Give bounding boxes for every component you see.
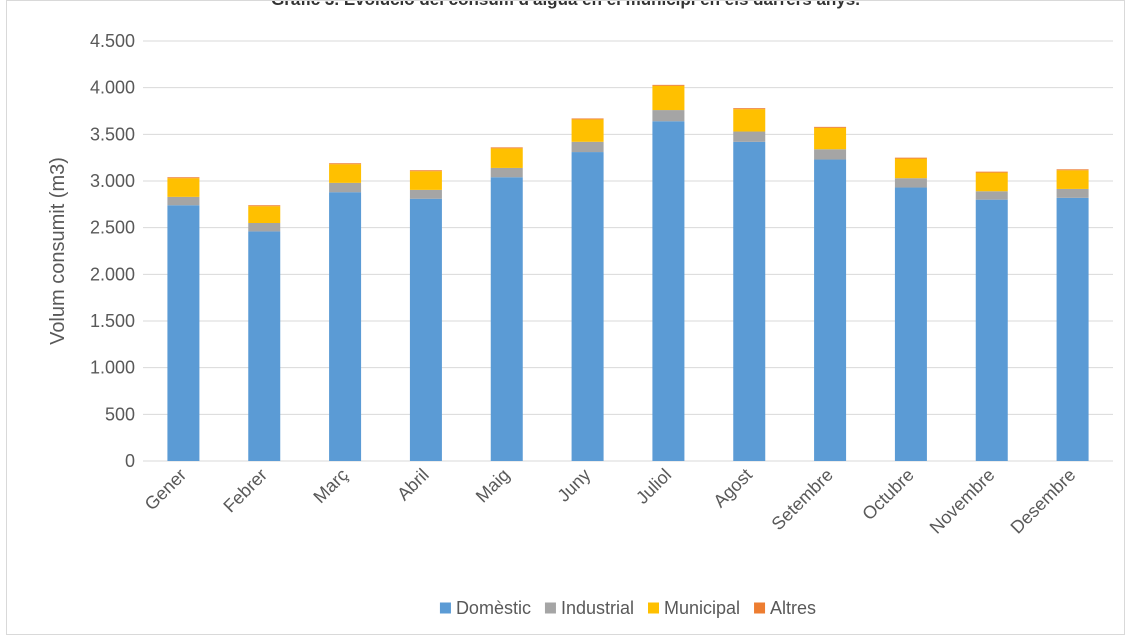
y-tick-label: 1.000 (90, 358, 135, 378)
x-tick-label: Abril (393, 465, 433, 505)
legend-label: Domèstic (456, 598, 531, 618)
bar-segment (814, 126, 847, 128)
x-tick-label: Octubre (858, 465, 917, 524)
bar-segment (329, 163, 362, 165)
bar-segment (894, 157, 927, 159)
y-tick-label: 0 (125, 451, 135, 471)
x-tick-label: Març (309, 465, 351, 507)
bar-segment (894, 187, 927, 462)
bar-segment (814, 127, 847, 150)
y-tick-label: 2.500 (90, 218, 135, 238)
bar-segment (490, 147, 523, 149)
x-tick-label: Febrer (219, 465, 271, 517)
bar-segment (975, 191, 1008, 200)
x-tick-label: Gener (141, 465, 191, 515)
bar-segment (167, 205, 200, 461)
bar-segment (409, 171, 442, 190)
bar-segment (652, 110, 685, 122)
bar-segment (248, 205, 281, 207)
y-tick-label: 4.000 (90, 78, 135, 98)
bar-segment (409, 189, 442, 199)
y-tick-label: 4.500 (90, 31, 135, 51)
bar-segment (894, 178, 927, 188)
bar-segment (248, 231, 281, 461)
bar-segment (1056, 197, 1089, 462)
bar-segment (490, 167, 523, 178)
legend-swatch (439, 602, 451, 614)
legend-swatch (544, 602, 556, 614)
bar-segment (248, 206, 281, 223)
legend-swatch (754, 602, 766, 614)
chart-border (6, 0, 1125, 635)
bar-segment (248, 223, 281, 232)
x-tick-label: Juliol (632, 465, 675, 508)
bar-segment (975, 199, 1008, 461)
bar-segment (571, 141, 604, 153)
x-tick-label: Novembre (926, 465, 999, 538)
chart-title: Gràfic 3. Evolució del consum d'aigua en… (0, 0, 1131, 10)
legend-swatch (648, 602, 659, 614)
bar-segment (1056, 169, 1089, 171)
bar-segment (733, 141, 766, 462)
bar-segment (409, 170, 442, 172)
bar-segment (975, 172, 1008, 192)
y-tick-label: 500 (105, 404, 135, 424)
bar-segment (1056, 170, 1089, 189)
x-tick-label: Desembre (1007, 465, 1080, 538)
bar-segment (167, 177, 200, 179)
bar-segment (409, 198, 442, 461)
bar-segment (329, 164, 362, 183)
bar-segment (1056, 188, 1089, 198)
bar-segment (652, 85, 685, 111)
bar-segment (975, 171, 1008, 173)
legend-label: Municipal (664, 598, 740, 618)
y-tick-label: 1.500 (90, 311, 135, 331)
bar-segment (167, 178, 200, 197)
bar-segment (733, 131, 766, 142)
bar-segment (894, 158, 927, 179)
bar-segment (571, 118, 604, 120)
bar-segment (733, 108, 766, 110)
legend-label: Industrial (561, 598, 634, 618)
bar-segment (571, 152, 604, 462)
bar-segment (814, 149, 847, 160)
bar-segment (571, 119, 604, 142)
bar-segment (652, 121, 685, 462)
bar-segment (490, 177, 523, 461)
bar-segment (652, 84, 685, 86)
bar-segment (490, 148, 523, 168)
legend-label: Altres (770, 598, 816, 618)
x-tick-label: Juny (553, 465, 594, 506)
y-axis-label: Volum consumit (m3) (47, 157, 69, 345)
x-tick-label: Setembre (768, 465, 837, 534)
y-tick-label: 2.000 (90, 264, 135, 284)
bar-segment (733, 109, 766, 132)
bar-segment (329, 182, 362, 193)
y-tick-label: 3.500 (90, 124, 135, 144)
bar-segment (814, 159, 847, 462)
bar-segment (167, 196, 200, 206)
y-tick-label: 3.000 (90, 171, 135, 191)
x-tick-label: Maig (472, 465, 514, 507)
bar-segment (329, 192, 362, 461)
x-tick-label: Agost (709, 465, 756, 512)
